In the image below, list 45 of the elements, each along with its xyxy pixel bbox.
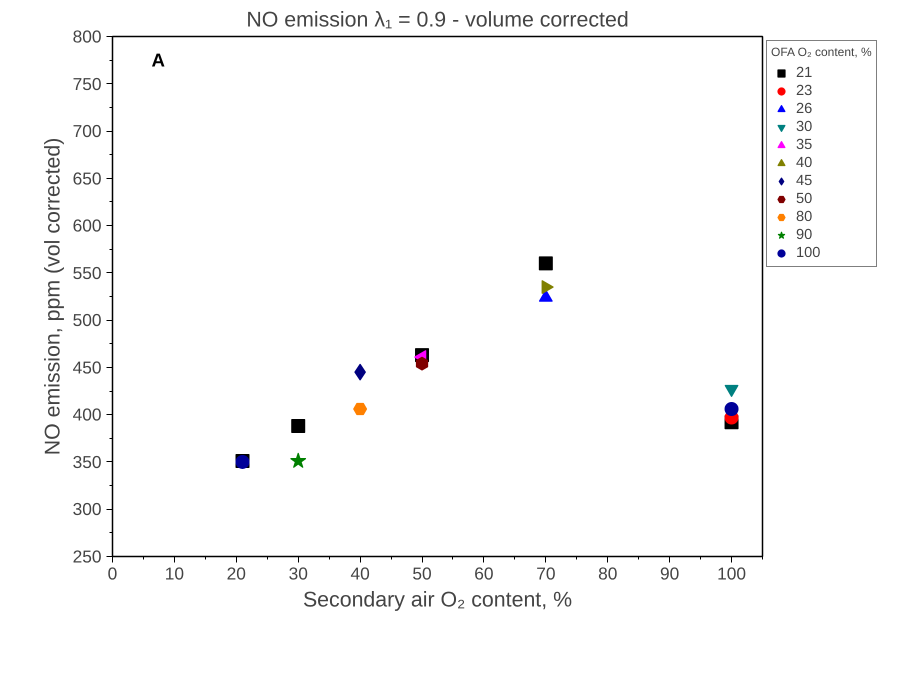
y-tick-label: 700 bbox=[72, 121, 102, 142]
point bbox=[290, 452, 306, 468]
y-tick-label: 450 bbox=[72, 357, 102, 378]
x-tick-label: 40 bbox=[350, 564, 370, 584]
y-axis-title: NO emission, ppm (vol corrected) bbox=[40, 138, 65, 456]
legend-label: 45 bbox=[796, 172, 814, 190]
legend-label: 100 bbox=[796, 244, 822, 262]
x-tick-label: 30 bbox=[288, 564, 308, 584]
legend-title: OFA O₂ content, % bbox=[771, 45, 872, 59]
point bbox=[353, 402, 368, 416]
legend-label: 35 bbox=[796, 136, 814, 154]
y-tick-label: 250 bbox=[72, 546, 102, 566]
point bbox=[724, 402, 739, 416]
y-tick-label: 300 bbox=[72, 499, 102, 520]
annotation: A bbox=[152, 50, 165, 70]
y-tick-label: 500 bbox=[72, 310, 102, 330]
point bbox=[291, 419, 306, 434]
x-tick-label: 20 bbox=[226, 564, 246, 584]
x-tick-label: 50 bbox=[412, 564, 432, 584]
legend-label: 40 bbox=[796, 154, 814, 172]
y-tick-label: 350 bbox=[72, 452, 102, 472]
legend-label: 23 bbox=[796, 82, 814, 100]
y-tick-label: 550 bbox=[72, 262, 102, 283]
y-tick-label: 800 bbox=[72, 26, 102, 46]
legend-label: 80 bbox=[796, 208, 814, 226]
chart-title: NO emission λ₁ = 0.9 - volume corrected bbox=[246, 8, 629, 32]
legend-label: 21 bbox=[796, 64, 814, 82]
x-tick-label: 0 bbox=[108, 564, 118, 584]
x-tick-label: 90 bbox=[660, 564, 680, 584]
y-tick-label: 600 bbox=[72, 216, 102, 236]
point bbox=[416, 356, 428, 371]
y-tick-label: 650 bbox=[72, 168, 102, 188]
x-tick-label: 10 bbox=[164, 564, 184, 584]
x-tick-label: 60 bbox=[474, 564, 494, 584]
x-tick-label: 80 bbox=[598, 564, 618, 584]
legend-label: 50 bbox=[796, 190, 814, 208]
x-tick-label: 100 bbox=[717, 564, 746, 584]
y-tick-label: 400 bbox=[72, 404, 102, 425]
legend-label: 90 bbox=[796, 226, 814, 244]
legend-label: 30 bbox=[796, 118, 814, 136]
legend-label: 26 bbox=[796, 100, 814, 118]
point bbox=[538, 256, 553, 270]
x-axis-title: Secondary air O₂ content, % bbox=[302, 588, 572, 612]
x-tick-label: 70 bbox=[536, 564, 556, 584]
y-tick-label: 750 bbox=[72, 74, 102, 94]
